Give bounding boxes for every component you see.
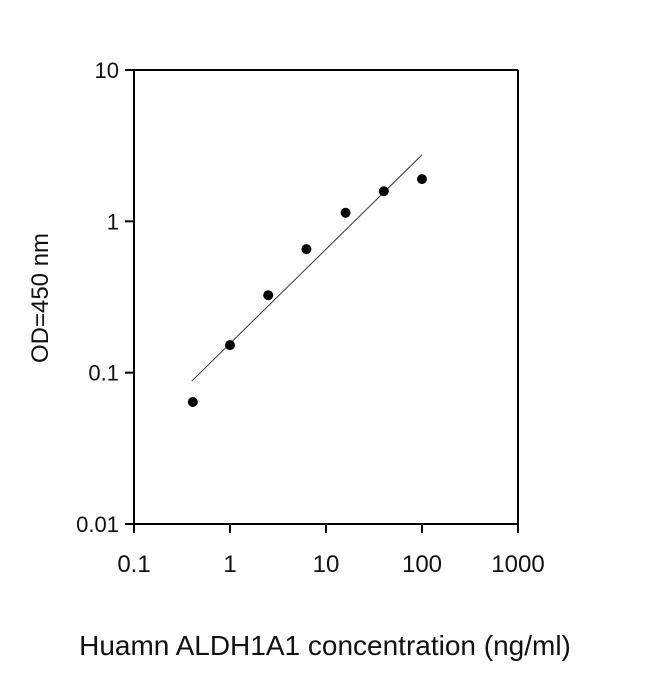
x-tick-label: 100 — [402, 551, 442, 578]
data-point — [187, 396, 198, 407]
y-axis-label: OD=450 nm — [27, 233, 54, 363]
data-point — [301, 244, 312, 255]
y-tick-label: 0.1 — [88, 361, 119, 386]
x-tick-label: 1000 — [491, 551, 544, 578]
x-tick-label: 10 — [313, 551, 340, 578]
x-tick-label: 0.1 — [117, 551, 150, 578]
plot-frame — [133, 69, 519, 525]
data-point — [340, 207, 351, 218]
data-point — [378, 186, 389, 197]
data-point — [417, 174, 427, 185]
y-tick-label: 10 — [95, 58, 119, 83]
x-axis-ticks: 0.1 1 10 100 1000 — [117, 524, 545, 578]
data-point — [225, 340, 235, 351]
y-tick-label: 0.01 — [76, 512, 119, 537]
data-point — [263, 290, 274, 301]
x-axis-label: Huamn ALDH1A1 concentration (ng/ml) — [79, 630, 571, 661]
y-tick-label: 1 — [107, 209, 119, 234]
y-axis-ticks: 0.01 0.1 1 10 — [76, 58, 134, 537]
x-tick-label: 1 — [223, 551, 236, 578]
data-points — [187, 174, 427, 407]
